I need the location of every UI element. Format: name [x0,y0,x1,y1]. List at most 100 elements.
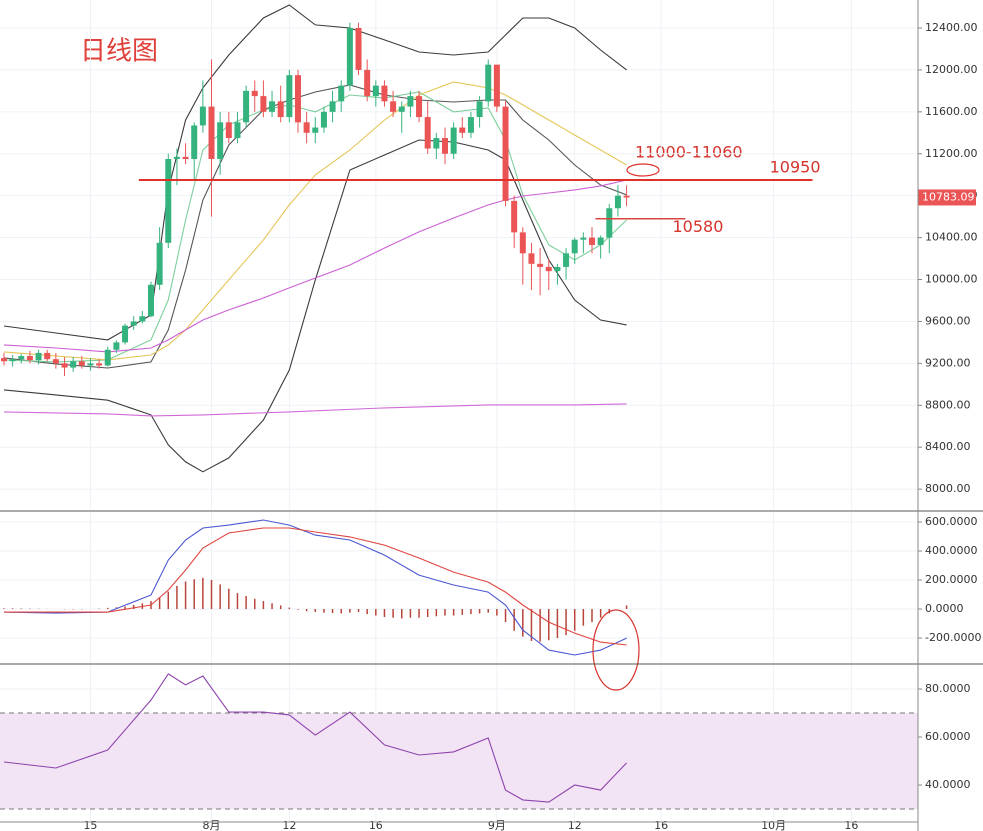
candle-body [182,156,189,159]
candle-body [70,361,77,368]
y-tick-label: -200.0000 [925,631,981,644]
candle-body [511,200,518,233]
candle-body [0,358,7,362]
candle-body [467,117,474,133]
chart-title: 日线图 [80,37,158,67]
candle-body [199,106,206,126]
x-tick-label: 10月 [761,819,786,831]
indicator-line [4,527,627,646]
candle-body [537,263,544,267]
candle-body [217,122,224,159]
candle-body [234,122,241,139]
candle-body [493,64,500,107]
candle-body [381,85,388,102]
candle-body [459,127,466,133]
candle-body [260,96,267,112]
candle-body [398,106,405,112]
x-tick-label: 9月 [488,819,506,831]
indicator-line [3,673,627,803]
y-tick-label: 80.0000 [925,682,971,695]
y-tick-label: 8000.00 [925,482,971,495]
candle-body [528,253,535,264]
candle-body [130,321,137,326]
macd-highlight [592,609,640,691]
candle-body [294,75,301,123]
candle-body [52,359,59,364]
y-tick-label: 600.0000 [925,515,978,528]
candle-body [96,363,103,366]
candle-body [35,352,42,361]
y-tick-label: 60.0000 [925,730,971,743]
candle-body [545,266,552,272]
candle-body [372,85,379,97]
x-tick-label: 12 [282,819,296,831]
candle-body [251,90,258,97]
candle-body [87,363,94,366]
y-tick-label: 0.0000 [925,602,964,615]
candle-body [104,349,111,366]
candle-body [78,361,85,366]
indicator-line [3,403,627,417]
y-tick-label: 8400.00 [925,440,971,453]
candle-body [519,232,526,254]
candle-body [450,127,457,154]
candle-body [173,156,180,159]
candle-body [416,96,423,118]
candle-body [485,64,492,102]
indicator-line [3,519,627,656]
candle-body [269,101,276,112]
y-tick-label: 11600.00 [925,105,978,118]
band [0,713,918,810]
y-tick-label: 12000.00 [925,63,978,76]
y-tick-label: 40.0000 [925,778,971,791]
candle-body [623,195,630,198]
candle-body [355,27,362,70]
candle-body [225,122,232,139]
candle-body [433,138,440,149]
y-tick-label: 11200.00 [925,147,978,160]
x-tick-label: 16 [369,819,383,831]
candle-body [277,101,284,118]
candle-body [476,101,483,118]
indicator-line [3,139,627,473]
candle-body [554,266,561,272]
candle-body [563,253,570,267]
candle-body [320,111,327,128]
candle-body [329,101,336,112]
candle-body [61,363,68,368]
candle-body [614,195,621,209]
price-tag [918,189,976,206]
y-tick-label: 8800.00 [925,398,971,411]
level-label: 10950 [770,157,821,176]
y-tick-label: 9200.00 [925,356,971,369]
candle-body [364,69,371,97]
candle-body [606,208,613,238]
candle-body [597,237,604,245]
candle-body [346,27,353,86]
indicator-line [3,81,627,361]
candle-body [303,122,310,133]
candle-body [165,158,172,243]
candle-body [147,284,154,317]
candle-body [407,96,414,107]
y-tick-label: 12400.00 [925,21,978,34]
candle-body [588,237,595,245]
candle-body [243,90,250,123]
candle-body [338,85,345,102]
candle-body [156,242,163,285]
range-label: 11000-11060 [635,143,743,162]
candle-body [390,101,397,112]
price-tag-label: 10783.09 [922,190,975,203]
candle-body [571,239,578,254]
candle-body [9,359,16,362]
candle-body [44,352,51,360]
range-highlight [626,163,660,177]
candle-body [580,237,587,240]
candle-body [286,75,293,118]
candle-body [208,106,215,159]
x-tick-label: 15 [83,819,97,831]
indicator-line [3,84,627,369]
